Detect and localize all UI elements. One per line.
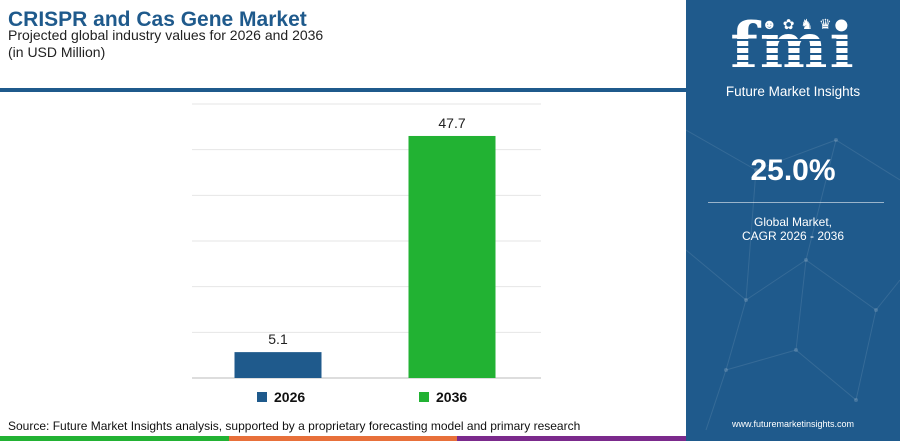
network-pattern-background <box>686 129 900 431</box>
chart-area: 5.1 47.7 <box>0 92 686 422</box>
sidebar-divider <box>708 202 884 203</box>
legend-label-2036: 2036 <box>436 389 468 405</box>
cagr-label-line1: Global Market, <box>753 215 833 229</box>
cagr-label-line2: CAGR 2026 - 2036 <box>741 229 845 243</box>
data-label-2036: 47.7 <box>438 115 465 131</box>
logo-subtitle: Future Market Insights <box>725 84 861 99</box>
legend-label-2026: 2026 <box>274 389 306 405</box>
legend-swatch-2036 <box>419 392 429 402</box>
footer-segment-orange <box>228 436 458 441</box>
footer-color-bar <box>0 436 687 441</box>
legend-item-2036: 2036 <box>419 389 467 405</box>
cagr-value: 25.0% <box>750 154 836 187</box>
sidebar-panel: fmi ☻✿♞♛ Future Market Insights 25.0% Gl… <box>686 0 900 441</box>
logo-stripe-overlay <box>718 34 868 74</box>
chart-legend: 2026 2036 <box>0 389 686 405</box>
bar-2026 <box>234 352 322 378</box>
data-label-2026: 5.1 <box>268 331 288 347</box>
website-link[interactable]: www.futuremarketinsights.com <box>731 419 855 429</box>
header-divider <box>0 88 686 92</box>
header: CRISPR and Cas Gene Market Projected glo… <box>0 0 686 90</box>
logo-figures-icon: ☻✿♞♛ <box>762 16 838 32</box>
bar-2036 <box>408 135 496 378</box>
source-note: Source: Future Market Insights analysis,… <box>8 419 581 433</box>
fmi-logo: fmi ☻✿♞♛ Future Market Insights <box>718 12 868 102</box>
chart-unit: (in USD Million) <box>8 44 106 60</box>
chart-title: CRISPR and Cas Gene Market <box>8 8 307 31</box>
bar-chart: 5.1 47.7 <box>192 103 541 379</box>
footer-segment-purple <box>457 436 687 441</box>
legend-swatch-2026 <box>257 392 267 402</box>
footer-segment-green <box>0 436 229 441</box>
legend-item-2026: 2026 <box>257 389 305 405</box>
chart-subtitle: Projected global industry values for 202… <box>8 27 324 43</box>
